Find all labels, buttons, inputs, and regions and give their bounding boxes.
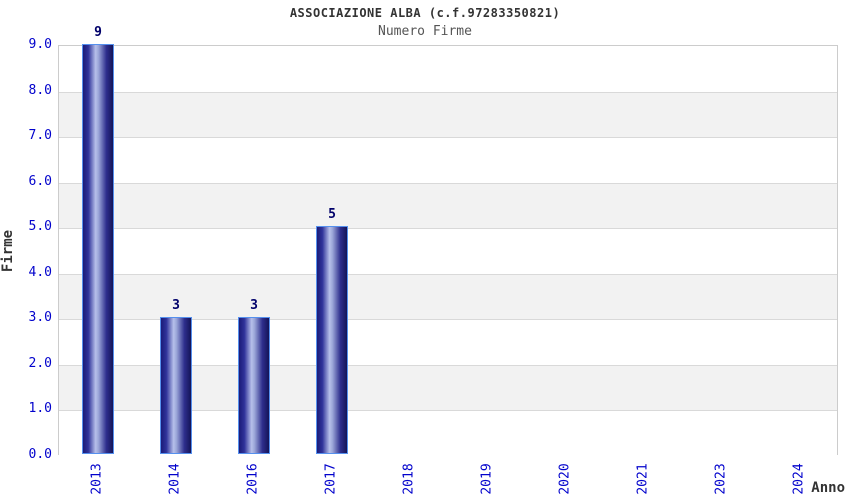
y-tick-label-6.0: 6.0 [28,173,52,189]
x-tick-label-2019: 2019 [479,463,495,495]
plot-band [59,228,837,274]
y-tick-label-3.0: 3.0 [28,310,52,326]
y-tick-label-0.0: 0.0 [28,447,52,462]
bar-2017 [316,226,348,454]
plot-band [59,137,837,183]
gridline [59,273,837,275]
y-tick-label-1.0: 1.0 [28,401,52,417]
bar-value-label-2014: 3 [172,298,180,314]
x-tick-label-2023: 2023 [713,463,729,495]
x-tick-label-2021: 2021 [635,463,651,495]
y-tick-label-5.0: 5.0 [28,219,52,235]
gridline [59,182,837,184]
gridline [59,137,837,139]
y-tick-label-4.0: 4.0 [28,264,52,280]
gridline [59,319,837,321]
gridline [59,364,837,366]
y-tick-label-8.0: 8.0 [28,82,52,98]
bar-2013 [82,44,114,454]
y-axis-title: Firme [0,229,16,273]
bar-2016 [238,317,270,454]
x-tick-label-2024: 2024 [791,463,807,495]
gridline [59,91,837,93]
plot-band [59,46,837,92]
x-tick-label-2018: 2018 [401,463,417,495]
chart-title: ASSOCIAZIONE ALBA (c.f.97283350821) [289,6,561,20]
y-tick-label-7.0: 7.0 [28,128,52,144]
x-tick-label-2016: 2016 [245,463,261,495]
y-tick-label-9.0: 9.0 [28,37,52,52]
bar-value-label-2013: 9 [94,25,102,40]
x-axis-title: Anno [811,480,845,496]
plot-band [59,273,837,320]
x-tick-label-2020: 2020 [557,463,573,495]
plot-band [59,182,837,229]
gridline [59,228,837,230]
bar-2014 [160,317,192,454]
bar-value-label-2017: 5 [328,207,336,223]
y-tick-label-2.0: 2.0 [28,355,52,371]
x-tick-label-2017: 2017 [323,463,339,495]
chart-subtitle: Numero Firme [378,24,472,39]
x-tick-label-2013: 2013 [89,463,105,495]
x-tick-label-2014: 2014 [167,463,183,495]
plot-band [59,91,837,138]
gridline [59,410,837,412]
bar-value-label-2016: 3 [250,298,258,314]
plot-area: 9 3 3 5 [58,25,838,456]
